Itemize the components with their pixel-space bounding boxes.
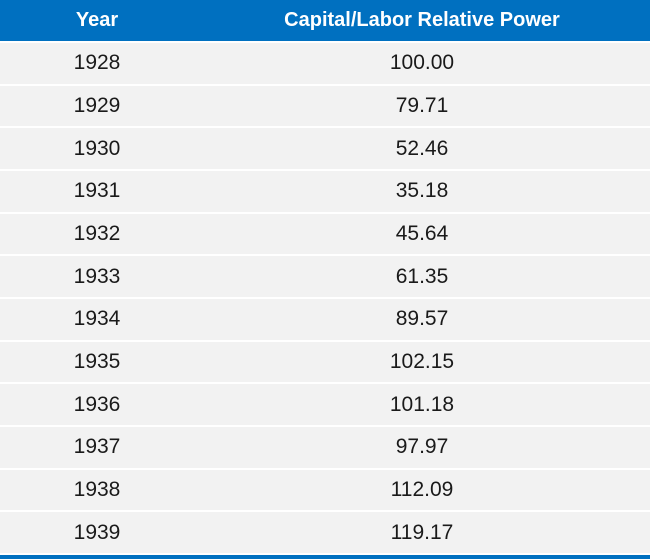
year-cell: 1939: [73, 520, 121, 544]
value-cell: 89.57: [193, 297, 650, 340]
column-header-year: Year: [75, 9, 119, 31]
year-cell: 1937: [73, 435, 121, 459]
value-cell: 102.15: [193, 339, 650, 383]
table-row: 1938 112.09: [0, 467, 650, 511]
value-cell: 97.97: [193, 425, 650, 468]
table-row: 1929 79.71: [0, 83, 650, 127]
value-cell: 119.17: [193, 510, 650, 553]
year-cell: 1935: [73, 350, 121, 374]
year-cell: 1930: [73, 136, 121, 160]
table-row: 1936 101.18: [0, 382, 650, 426]
table-row: 1939 119.17: [0, 510, 650, 554]
year-cell: 1933: [73, 264, 121, 288]
year-cell: 1936: [73, 392, 121, 416]
year-cell: 1938: [73, 478, 121, 502]
table-row: 1934 89.57: [0, 297, 650, 340]
value-cell: 61.35: [193, 254, 650, 297]
table-row: 1928 100.00: [0, 41, 650, 84]
year-cell: 1928: [73, 51, 121, 75]
table-row: 1933 61.35: [0, 254, 650, 298]
table-bottom-border: [0, 555, 650, 559]
value-cell: 35.18: [193, 169, 650, 212]
table-row: 1937 97.97: [0, 425, 650, 468]
year-cell: 1931: [73, 179, 121, 203]
table-row: 1932 45.64: [0, 211, 650, 255]
table-header-row: Year Capital/Labor Relative Power: [0, 0, 650, 41]
value-cell: 52.46: [193, 126, 650, 169]
value-cell: 79.71: [193, 83, 650, 127]
table-row: 1931 35.18: [0, 169, 650, 212]
year-cell: 1929: [73, 94, 121, 117]
column-header-capital-labor-relative-power: Capital/Labor Relative Power: [284, 9, 560, 31]
value-cell: 101.18: [193, 382, 650, 425]
value-cell: 100.00: [193, 41, 650, 84]
value-cell: 45.64: [193, 211, 650, 255]
table-row: 1930 52.46: [0, 126, 650, 170]
year-cell: 1932: [73, 222, 121, 246]
table-row: 1935 102.15: [0, 339, 650, 383]
value-cell: 112.09: [193, 467, 650, 511]
year-cell: 1934: [73, 307, 121, 331]
